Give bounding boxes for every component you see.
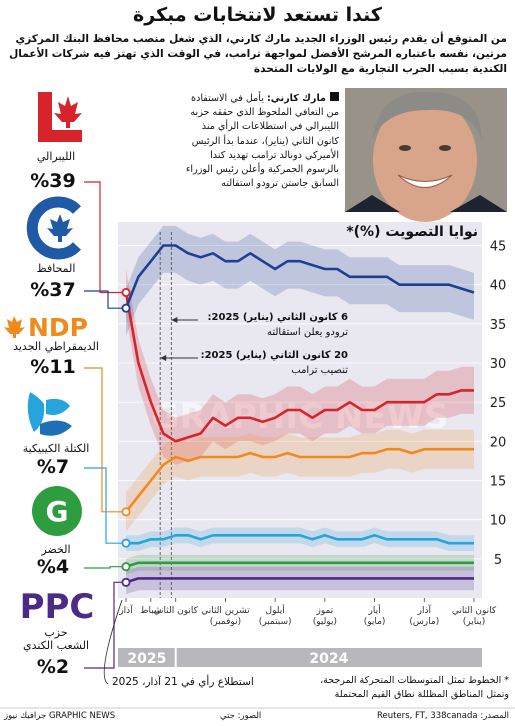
poll-note: استطلاع رأي في 21 آذار، 2025	[112, 676, 254, 688]
value-label: %7	[36, 456, 70, 478]
y-tick-label: 25	[490, 396, 507, 411]
value-label: %2	[36, 656, 70, 678]
series-line	[124, 447, 474, 513]
connector	[84, 467, 126, 544]
y-tick-label: 15	[490, 475, 507, 490]
y-tick-label: 5	[494, 553, 502, 568]
poll-arrow	[103, 599, 123, 685]
x-tick-label: تموز (يوليو)	[312, 606, 337, 627]
start-point	[121, 507, 131, 517]
x-tick-label: أيار (مايو)	[363, 606, 386, 627]
ppc-logo-text: PPC	[20, 587, 95, 627]
footnote: * الخطوط تمثل المتوسطات المتحركة المرجحة…	[320, 675, 509, 700]
green-logo: G	[32, 486, 82, 536]
annotation-date: 6 كانون الثاني (يناير) 2025:	[207, 312, 348, 323]
start-point	[121, 562, 131, 572]
value-label: %11	[30, 356, 76, 378]
ndp-logo-text: NDP	[28, 313, 88, 342]
x-tick-label: آذار	[119, 606, 133, 616]
x-tick-label: شباط	[140, 606, 162, 616]
brand: GRAPHIC NEWS جرافيك نيوز	[4, 711, 116, 721]
series-line	[126, 534, 474, 545]
legend-name: الديمقراطي الجديد	[13, 340, 99, 353]
x-tick-label: كانون الثاني (يناير)	[451, 606, 497, 627]
liberal-logo	[38, 92, 82, 142]
legend-name: حزب الشعب الكندي	[22, 626, 89, 652]
year-label: 2025	[127, 651, 166, 667]
y-tick-label: 40	[490, 279, 507, 294]
photo-credit: الصور: جتي	[220, 711, 262, 721]
title: كندا تستعد لانتخابات مبكرة	[133, 4, 382, 26]
y-tick-label: 30	[490, 357, 507, 372]
value-label: %37	[30, 279, 76, 301]
value-label: %39	[30, 170, 76, 192]
connector	[84, 181, 126, 294]
caption-text: يأمل في الاستفادة من التعافي الملحوظ الذ…	[185, 93, 339, 190]
legend-name: الخضر	[41, 543, 71, 556]
start-point	[121, 303, 131, 313]
connector	[84, 367, 126, 513]
x-tick-label: أيلول (سبتمبر)	[258, 606, 292, 627]
x-tick-label: آذار (مارس)	[409, 606, 440, 627]
range-band	[126, 527, 474, 551]
photo	[345, 88, 507, 222]
annotation-date: 20 كانون الثاني (يناير) 2025:	[200, 350, 348, 361]
y-tick-label: 10	[490, 514, 507, 529]
series-line	[124, 244, 475, 309]
watermark: GRAPHIC NEWS	[152, 397, 449, 437]
connector	[84, 566, 126, 569]
year-bar	[118, 648, 175, 667]
annotation-arrowhead	[171, 317, 178, 323]
series-line	[125, 577, 474, 584]
series-line	[124, 292, 474, 443]
value-label: %4	[36, 556, 70, 578]
chart-title: نوايا التصويت (%)*	[346, 224, 478, 240]
subtitle: من المتوقع أن يقدم رئيس الوزراء الجديد م…	[9, 33, 507, 75]
year-bar	[176, 648, 482, 667]
connector	[84, 290, 126, 309]
start-point	[121, 538, 131, 548]
range-band	[126, 566, 474, 595]
range-band	[126, 429, 474, 532]
ndp-logo: NDP	[4, 313, 88, 342]
x-tick-label: كانون الثاني	[153, 606, 198, 616]
annotation-text: تنصيب ترامب	[291, 365, 348, 376]
x-tick-label: تشرين الثاني (نوفمبر)	[201, 606, 250, 627]
start-point	[121, 287, 131, 297]
caption: مارك كارني: يأمل في الاستفادة من التعافي…	[179, 92, 339, 191]
conservative-logo	[26, 196, 81, 260]
start-point	[121, 577, 131, 587]
y-tick-label: 35	[490, 318, 507, 333]
annotation-text: ترودو يعلن استقالته	[266, 327, 348, 338]
series-line	[125, 561, 474, 568]
y-tick-label: 20	[490, 435, 507, 450]
annotation-arrowhead	[160, 355, 167, 361]
legend-name: الليبرالي	[36, 150, 76, 163]
range-band	[126, 269, 474, 465]
y-tick-label: 45	[490, 240, 507, 255]
green-logo-text: G	[46, 495, 69, 528]
legend-name: المحافظ	[36, 262, 76, 275]
source: المصدر: Reuters, FT, 338canada	[376, 711, 509, 721]
year-label: 2024	[309, 651, 348, 667]
legend-name: الكتلة الكيبيكية	[22, 442, 90, 455]
range-band	[126, 554, 474, 575]
caption-name: مارك كارني:	[266, 93, 326, 104]
bq-logo	[27, 392, 72, 436]
